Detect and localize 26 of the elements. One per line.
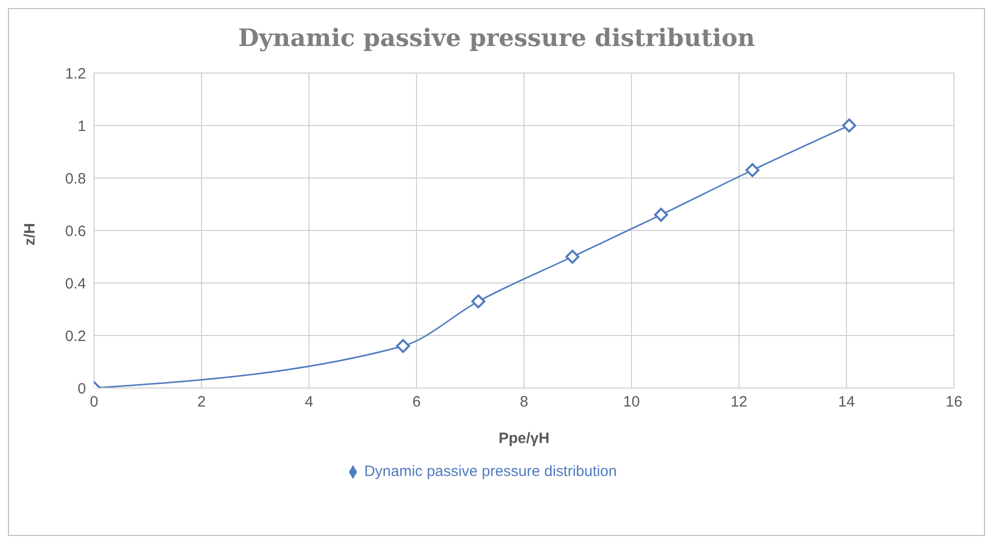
y-axis-title: z/H [21,223,38,246]
x-tick-label: 4 [304,394,314,411]
point [654,208,668,222]
x-tick-label: 12 [730,394,748,411]
y-tick-label: 1.2 [65,65,86,82]
x-tick-label: 10 [623,394,640,411]
y-tick-label: 1 [78,118,86,135]
x-tick-label: 16 [946,394,962,411]
point [471,294,486,308]
y-tick-label: 0.2 [65,328,86,345]
chart-title: Dynamic passive pressure distribution [237,23,756,54]
y-tick-label: 0.4 [65,275,86,292]
x-tick-label: 2 [197,394,206,411]
x-axis-title: Ppe/γH [498,430,550,447]
point [396,339,410,353]
legend-label: Dynamic passive pressure distribution [364,463,617,480]
x-tick-label: 14 [838,394,855,411]
y-tick-label: 0.8 [65,170,86,188]
x-tick-label: 6 [412,394,421,411]
y-tick-label: 0 [78,380,86,398]
point [842,118,856,132]
y-tick-label: 0.6 [65,222,86,240]
point [745,163,760,178]
point [565,250,580,264]
x-tick-label: 0 [90,394,98,411]
x-tick-label: 8 [520,394,528,411]
